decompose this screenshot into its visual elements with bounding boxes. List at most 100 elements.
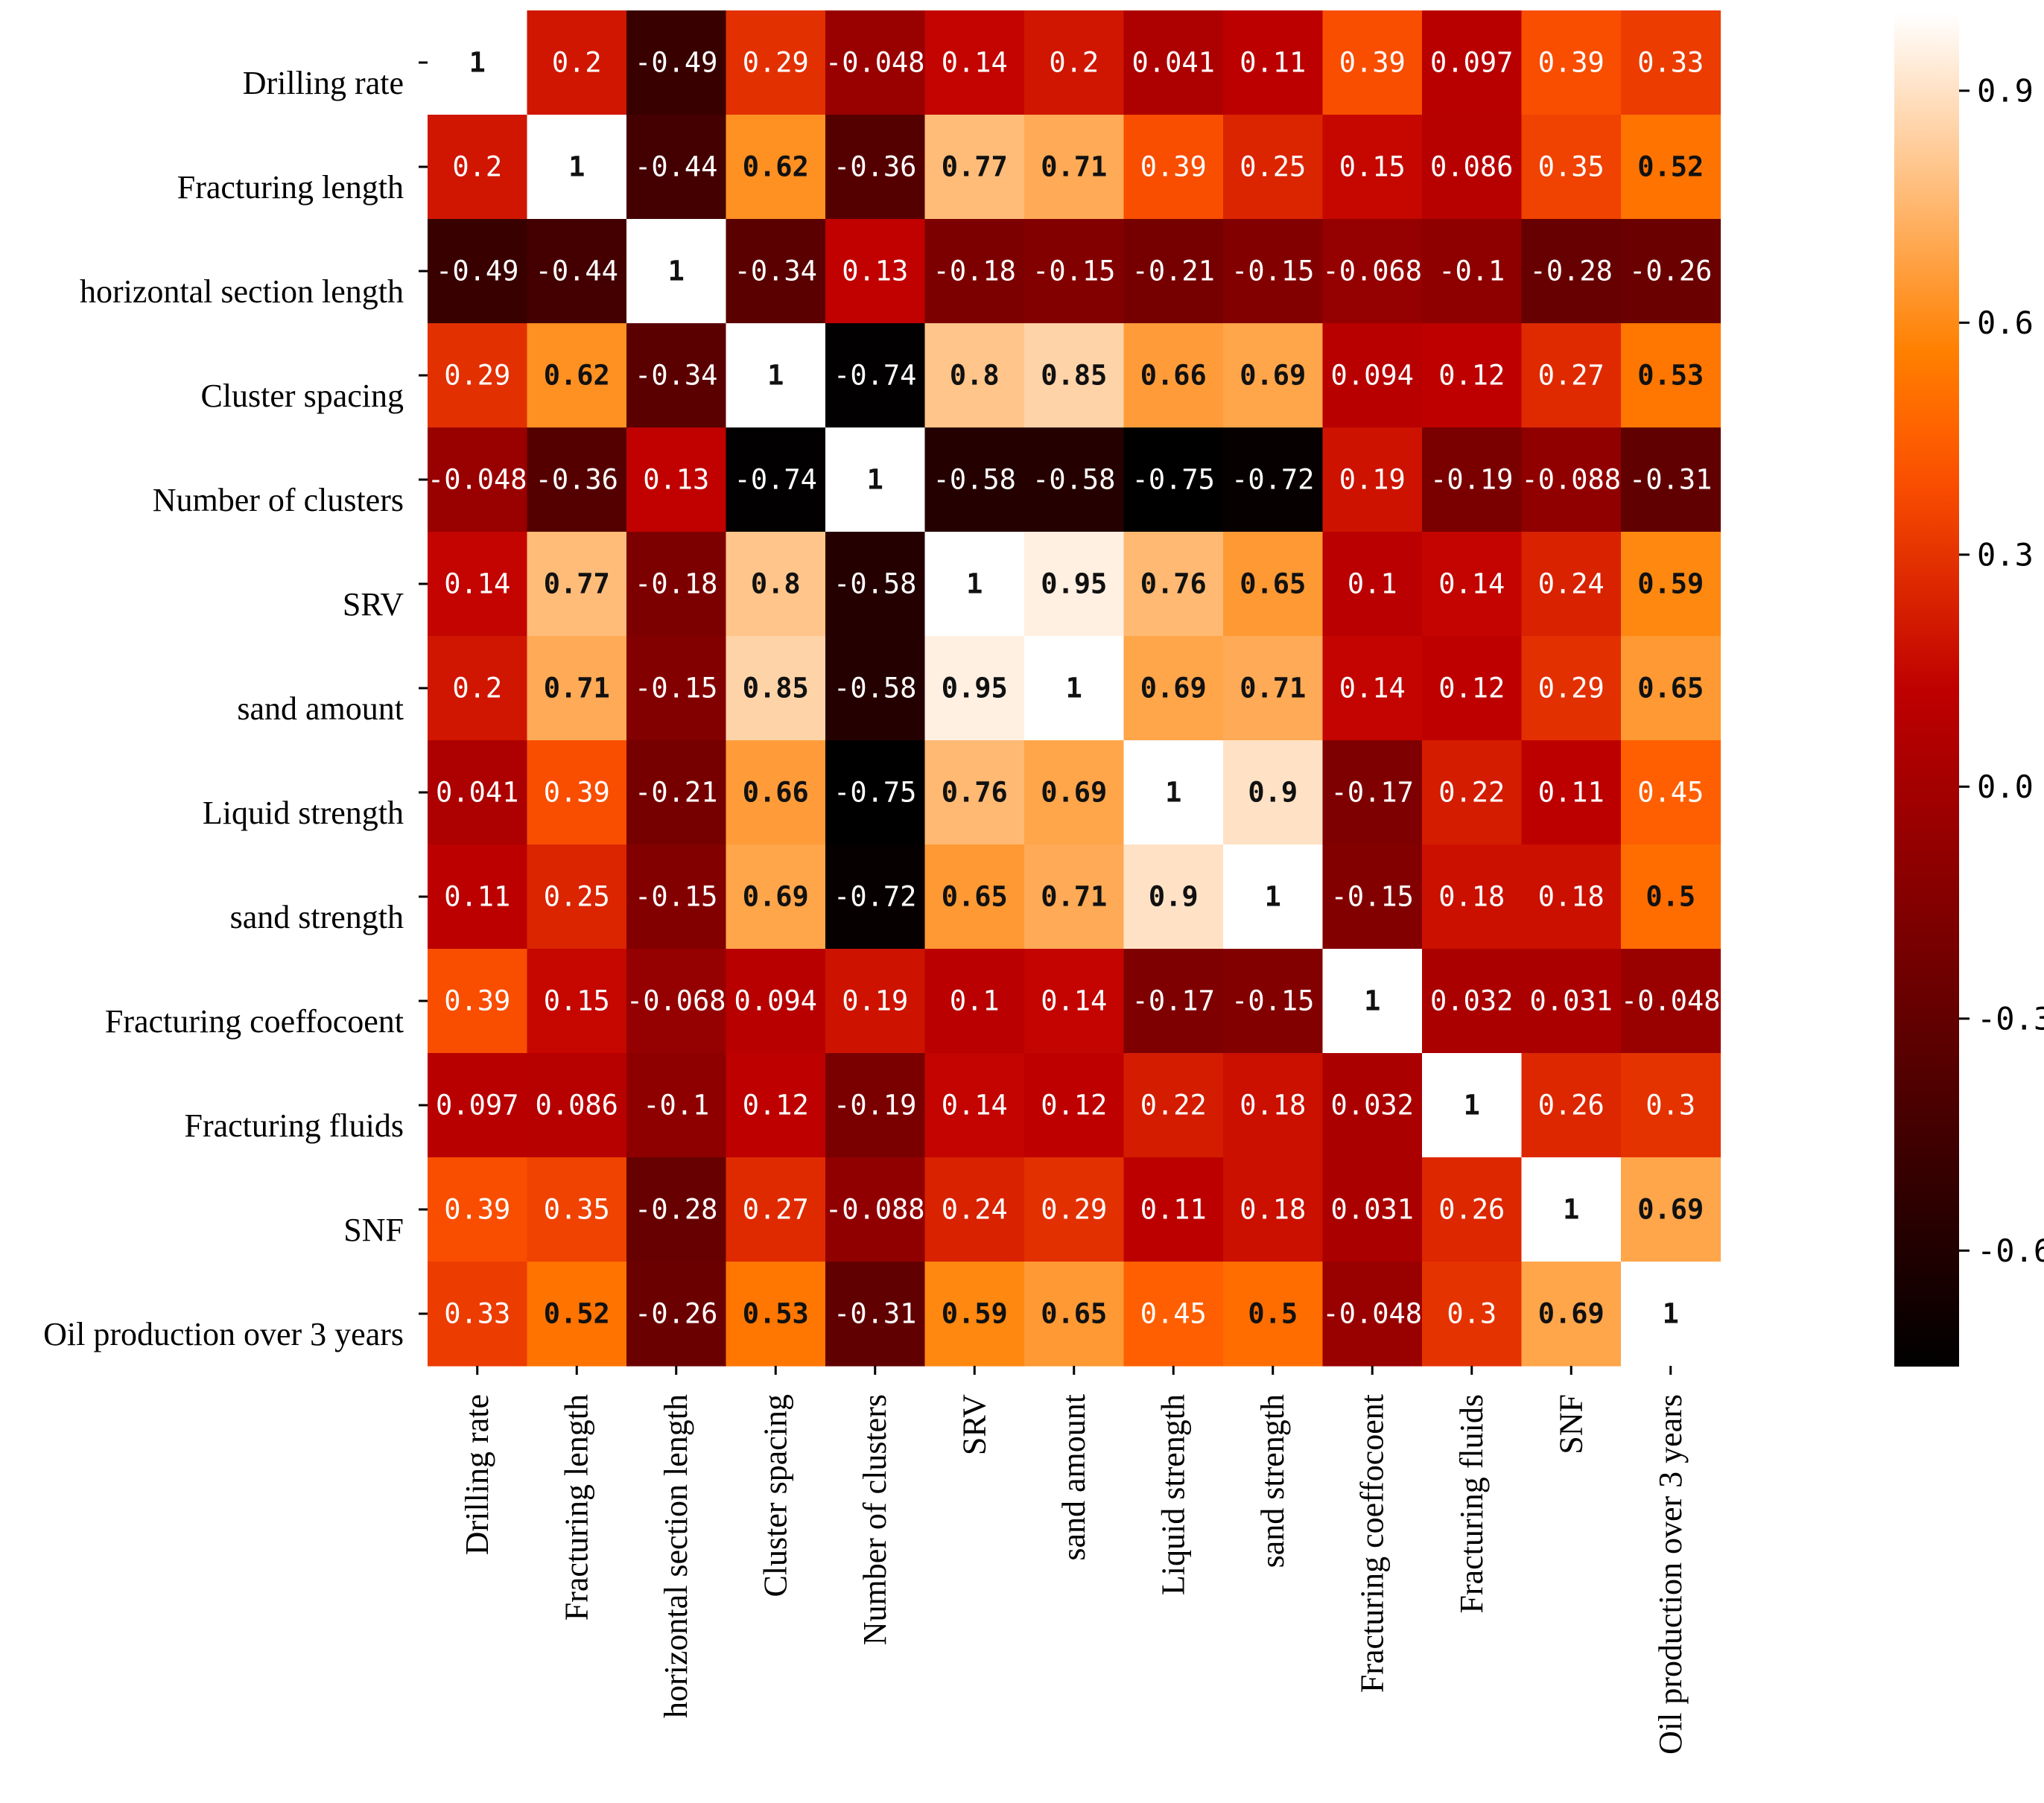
heatmap-cell bbox=[1322, 323, 1423, 428]
cell-value-label: -0.75 bbox=[1132, 464, 1215, 496]
heatmap-cell bbox=[726, 323, 826, 428]
cell-value-label: -0.048 bbox=[1322, 1298, 1422, 1330]
cell-value-label: 0.27 bbox=[1538, 360, 1605, 392]
heatmap-cell bbox=[825, 740, 926, 845]
cell-value-label: -0.58 bbox=[834, 672, 916, 705]
cell-value-label: -0.19 bbox=[1430, 464, 1513, 496]
x-axis-label: sand amount bbox=[1056, 1394, 1092, 1561]
cell-value-label: -0.34 bbox=[734, 255, 817, 287]
heatmap-cell bbox=[825, 1053, 926, 1158]
cell-value-label: 1 bbox=[1165, 777, 1181, 809]
heatmap-cell bbox=[1621, 115, 1721, 220]
heatmap-cell bbox=[924, 115, 1025, 220]
heatmap-cell bbox=[1322, 427, 1423, 532]
heatmap-cell bbox=[626, 1262, 727, 1367]
heatmap-cell bbox=[1521, 115, 1622, 220]
heatmap-cell bbox=[1223, 949, 1324, 1054]
heatmap-cell bbox=[428, 1053, 528, 1158]
heatmap-cell bbox=[1223, 845, 1324, 950]
heatmap-cell bbox=[924, 323, 1025, 428]
cell-value-label: 1 bbox=[1663, 1298, 1679, 1330]
heatmap-cell bbox=[1521, 219, 1622, 324]
heatmap-cell bbox=[825, 1262, 926, 1367]
cell-value-label: 0.26 bbox=[1538, 1090, 1605, 1122]
heatmap-cell bbox=[1621, 219, 1721, 324]
heatmap-cell bbox=[1422, 1157, 1523, 1262]
cell-value-label: 0.53 bbox=[743, 1298, 809, 1330]
heatmap-cell bbox=[1024, 219, 1125, 324]
cell-value-label: 0.031 bbox=[1530, 985, 1613, 1017]
heatmap-cell bbox=[924, 427, 1025, 532]
cell-value-label: 1 bbox=[1563, 1194, 1579, 1226]
heatmap-cell bbox=[527, 532, 627, 637]
heatmap-cell bbox=[726, 1262, 826, 1367]
cell-value-label: 0.66 bbox=[1140, 360, 1207, 392]
cell-value-label: -0.068 bbox=[626, 985, 726, 1017]
cell-value-label: -0.21 bbox=[1132, 255, 1215, 287]
y-axis-label: Fracturing coeffocoent bbox=[105, 1003, 404, 1040]
heatmap-cell bbox=[825, 323, 926, 428]
heatmap-cell bbox=[726, 1053, 826, 1158]
heatmap-cell bbox=[1422, 636, 1523, 741]
cell-value-label: 0.032 bbox=[1430, 985, 1513, 1017]
heatmap-cell bbox=[1521, 323, 1622, 428]
heatmap-cell bbox=[1024, 427, 1125, 532]
cell-value-label: 0.71 bbox=[1041, 151, 1107, 183]
heatmap-cell bbox=[1521, 636, 1622, 741]
heatmap-cell bbox=[1123, 1157, 1224, 1262]
cell-value-label: 0.69 bbox=[743, 881, 809, 913]
heatmap-cell bbox=[626, 532, 727, 637]
cell-value-label: -0.15 bbox=[635, 672, 717, 705]
heatmap-cell bbox=[1024, 10, 1125, 115]
cell-value-label: 0.5 bbox=[1248, 1298, 1298, 1330]
cell-value-label: -0.048 bbox=[428, 464, 527, 496]
heatmap-cell bbox=[1422, 532, 1523, 637]
cell-value-label: 0.25 bbox=[1240, 151, 1306, 183]
cell-value-label: 0.69 bbox=[1538, 1298, 1605, 1330]
heatmap-cell bbox=[1024, 949, 1125, 1054]
cell-value-label: 0.18 bbox=[1538, 881, 1605, 913]
heatmap-cell bbox=[626, 115, 727, 220]
cell-value-label: 0.041 bbox=[436, 777, 518, 809]
heatmap-cell bbox=[1322, 219, 1423, 324]
cell-value-label: 0.15 bbox=[1339, 151, 1406, 183]
cell-value-label: 0.62 bbox=[544, 360, 610, 392]
cell-value-label: 0.097 bbox=[436, 1090, 518, 1122]
x-axis-label: Number of clusters bbox=[857, 1394, 893, 1645]
heatmap-cell bbox=[1024, 636, 1125, 741]
cell-value-label: 0.18 bbox=[1438, 881, 1505, 913]
cell-value-label: 0.9 bbox=[1149, 881, 1199, 913]
cell-value-label: 0.11 bbox=[444, 881, 510, 913]
heatmap-cell bbox=[428, 10, 528, 115]
cell-value-label: -0.088 bbox=[1521, 464, 1621, 496]
cell-value-label: 0.65 bbox=[1041, 1298, 1107, 1330]
cell-value-label: 0.2 bbox=[552, 47, 602, 79]
cell-value-label: 1 bbox=[1464, 1090, 1480, 1122]
cell-value-label: 1 bbox=[469, 47, 486, 79]
heatmap-cell bbox=[1024, 1157, 1125, 1262]
heatmap-cell bbox=[1024, 532, 1125, 637]
cell-value-label: 0.69 bbox=[1041, 777, 1107, 809]
cell-value-label: 0.76 bbox=[942, 777, 1008, 809]
x-axis-label: Oil production over 3 years bbox=[1652, 1394, 1689, 1755]
heatmap-cell bbox=[1322, 1053, 1423, 1158]
heatmap-cell bbox=[626, 636, 727, 741]
heatmap-cell bbox=[1621, 1157, 1721, 1262]
y-axis-label: SRV bbox=[343, 586, 404, 623]
heatmap-cell bbox=[825, 427, 926, 532]
cell-value-label: -0.72 bbox=[834, 881, 916, 913]
x-axis-label: Drilling rate bbox=[459, 1394, 495, 1555]
cell-value-label: 0.65 bbox=[1240, 568, 1306, 600]
heatmap-cell bbox=[527, 636, 627, 741]
heatmap-cell bbox=[1123, 949, 1224, 1054]
heatmap-cell bbox=[1422, 115, 1523, 220]
heatmap-cell bbox=[527, 1262, 627, 1367]
cell-value-label: 0.29 bbox=[743, 47, 809, 79]
heatmap-cell bbox=[428, 740, 528, 845]
cell-value-label: -0.58 bbox=[933, 464, 1016, 496]
heatmap-cell bbox=[1621, 532, 1721, 637]
heatmap-cell bbox=[527, 740, 627, 845]
heatmap-cell bbox=[527, 949, 627, 1054]
heatmap-cell bbox=[924, 1157, 1025, 1262]
cell-value-label: 0.29 bbox=[444, 360, 510, 392]
